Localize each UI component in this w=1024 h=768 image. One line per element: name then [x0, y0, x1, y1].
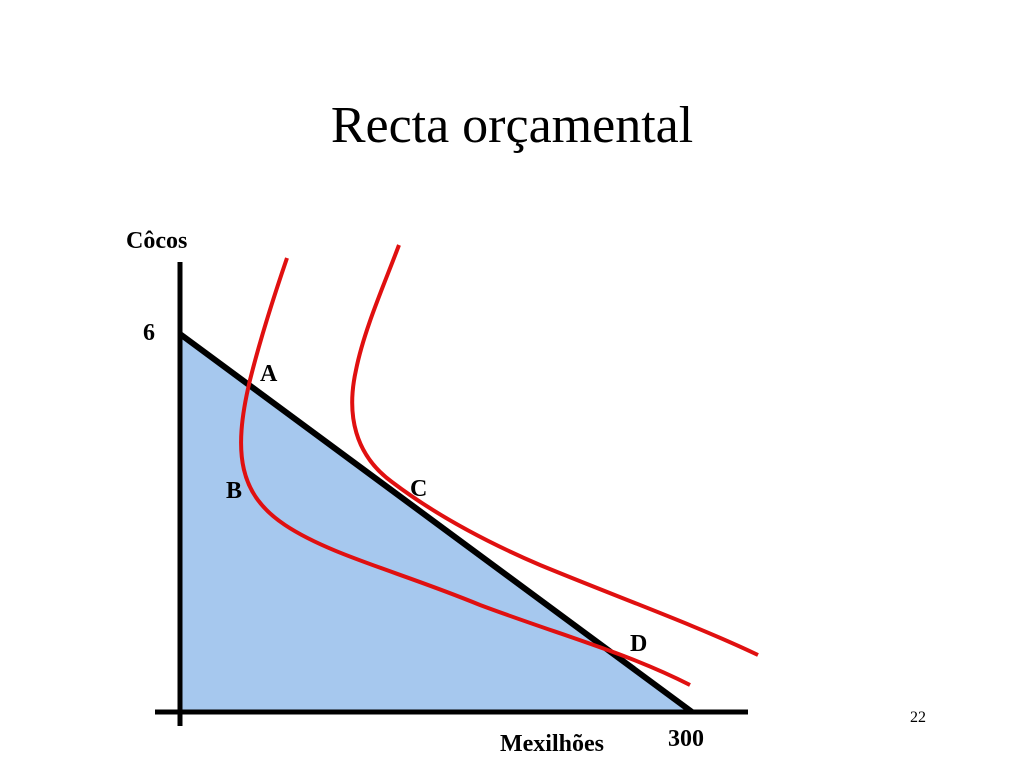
slide-title: Recta orçamental — [330, 97, 694, 154]
point-label-a: A — [260, 361, 278, 387]
x-intercept-label: 300 — [668, 726, 704, 752]
y-intercept-label: 6 — [143, 320, 155, 346]
indifference-curve-1 — [239, 257, 691, 687]
x-axis-label: Mexilhões — [500, 731, 604, 757]
point-label-b: B — [226, 478, 242, 504]
point-label-d: D — [630, 631, 647, 657]
page-number: 22 — [910, 709, 926, 726]
indifference-curve-2 — [350, 244, 759, 657]
point-label-c: C — [410, 476, 427, 502]
y-axis-label: Côcos — [126, 228, 187, 254]
